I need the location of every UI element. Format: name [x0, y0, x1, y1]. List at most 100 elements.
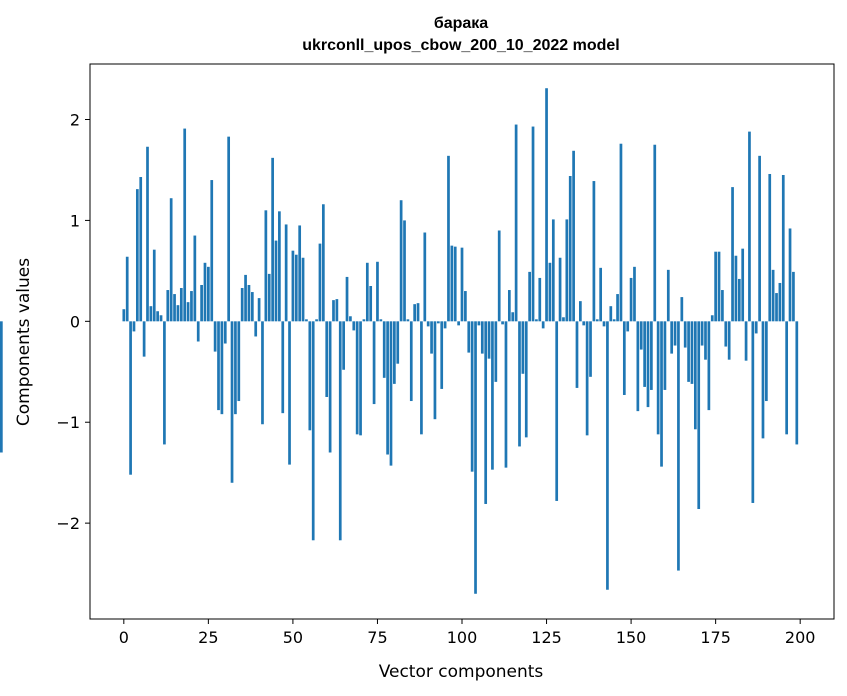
bar-171	[700, 321, 704, 346]
x-tick-label-125: 125	[531, 628, 562, 647]
bar-5	[139, 177, 143, 322]
bar-87	[416, 303, 420, 322]
bar-188	[758, 155, 761, 322]
bar-79	[389, 321, 393, 466]
bar-131	[565, 219, 569, 322]
bar-69	[355, 321, 359, 435]
bar-119	[524, 321, 528, 438]
x-tick-label-200: 200	[785, 628, 816, 647]
bar-156	[650, 321, 653, 390]
bar-105	[477, 321, 481, 326]
y-axis-label: Components values	[14, 258, 34, 426]
bar-96	[447, 155, 450, 322]
bar-168	[690, 321, 694, 384]
bar-107	[484, 321, 488, 504]
bar-191	[768, 173, 772, 322]
bar-22	[196, 321, 200, 342]
bar-39	[254, 321, 258, 337]
bar-117	[518, 321, 521, 447]
bar-99	[457, 321, 460, 326]
bar-30	[223, 321, 227, 344]
bar-7	[146, 146, 149, 322]
bar-199	[795, 321, 799, 445]
bar-11	[159, 315, 163, 322]
bar-122	[535, 319, 538, 322]
bar-140	[595, 319, 599, 322]
bar-166	[683, 321, 687, 348]
bar-200	[0, 321, 3, 453]
bar-111	[497, 230, 501, 322]
bar-59	[321, 204, 325, 322]
bar-71	[362, 319, 366, 322]
bar-198	[792, 271, 795, 322]
bar-66	[345, 276, 349, 322]
bar-32	[230, 321, 234, 483]
bar-139	[592, 181, 596, 322]
bar-14	[169, 198, 173, 322]
bar-169	[693, 321, 697, 430]
bar-88	[420, 321, 423, 435]
bar-2	[129, 321, 132, 475]
bar-97	[450, 245, 454, 322]
chart-subtitle: ukrconll_upos_cbow_200_10_2022 model	[302, 37, 619, 54]
bar-138	[589, 321, 592, 377]
bar-110	[494, 321, 498, 382]
bar-18	[183, 128, 187, 322]
bar-121	[531, 126, 535, 322]
bar-76	[379, 319, 383, 322]
bar-164	[677, 321, 680, 571]
bar-197	[788, 228, 792, 322]
bar-95	[443, 321, 447, 329]
bar-35	[240, 288, 244, 322]
bar-37	[247, 284, 251, 322]
bar-19	[186, 302, 190, 322]
bar-172	[704, 321, 707, 360]
bar-142	[602, 321, 606, 327]
bar-178	[724, 321, 728, 347]
bar-132	[568, 176, 572, 322]
bar-91	[430, 321, 433, 354]
bar-189	[761, 321, 765, 439]
bar-58	[318, 243, 322, 322]
y-tick-label-0: −2	[56, 514, 80, 533]
bar-23	[200, 284, 203, 322]
bar-78	[386, 321, 389, 455]
bar-153	[639, 321, 643, 350]
bar-175	[714, 251, 717, 322]
bar-63	[335, 299, 339, 322]
bar-70	[359, 321, 362, 436]
bar-24	[203, 262, 207, 322]
bar-83	[403, 220, 406, 322]
bar-56	[311, 321, 315, 541]
bar-26	[210, 180, 214, 322]
bar-72	[365, 262, 369, 322]
bar-128	[555, 321, 559, 501]
bar-77	[382, 321, 386, 378]
bar-181	[734, 255, 738, 322]
bar-196	[785, 321, 789, 435]
bar-60	[325, 321, 329, 397]
plot-frame	[89, 63, 835, 620]
bar-115	[511, 312, 515, 322]
bar-162	[670, 321, 674, 354]
bar-25	[207, 266, 210, 322]
bar-112	[501, 321, 504, 325]
bar-108	[487, 321, 491, 359]
bar-195	[781, 175, 785, 322]
bar-151	[633, 266, 636, 322]
bar-183	[741, 248, 745, 322]
bar-124	[541, 321, 545, 329]
bar-51	[294, 254, 298, 322]
y-tick-label-1: −1	[56, 413, 80, 432]
bar-36	[244, 274, 247, 322]
bar-31	[227, 136, 231, 322]
y-tick-label-4: 2	[70, 111, 80, 130]
bar-161	[666, 269, 670, 322]
bar-176	[717, 251, 721, 322]
bar-54	[305, 319, 308, 322]
bar-44	[271, 157, 274, 322]
bar-134	[575, 321, 579, 388]
bar-130	[562, 317, 565, 322]
bar-123	[538, 277, 542, 322]
